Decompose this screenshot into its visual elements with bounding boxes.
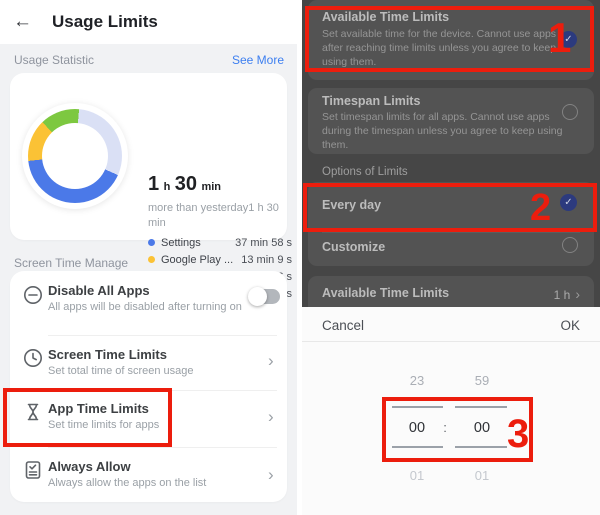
clock-icon bbox=[22, 347, 44, 369]
usage-statistic-card: 1 h 30 min more than yesterday1 h 30 min… bbox=[10, 73, 292, 300]
annotation-box-1 bbox=[305, 6, 594, 72]
back-icon[interactable]: ← bbox=[13, 11, 32, 32]
available-time-limits-row[interactable]: Available Time Limits 1 h › bbox=[308, 276, 594, 307]
chevron-right-icon: › bbox=[268, 407, 274, 426]
options-of-limits-label: Options of Limits bbox=[322, 166, 408, 178]
toggle-knob bbox=[248, 287, 267, 306]
available-time-limits-option[interactable]: Available Time Limits Set available time… bbox=[308, 0, 594, 80]
screen-time-limits-title[interactable]: Screen Time Limits bbox=[48, 347, 167, 362]
minutes-selected-value[interactable]: 00 bbox=[473, 420, 491, 436]
annotation-number-1: 1 bbox=[548, 14, 572, 61]
available-time-limits-description: Set available time for the device. Canno… bbox=[322, 28, 557, 68]
annotation-box-2 bbox=[303, 183, 597, 232]
legend-label: Settings bbox=[161, 236, 201, 249]
divider bbox=[322, 232, 580, 233]
hours-unit: h bbox=[163, 181, 171, 193]
checklist-icon bbox=[22, 459, 44, 481]
minutes-below-value[interactable]: 01 bbox=[474, 468, 490, 483]
available-time-limits-value: 1 h › bbox=[554, 286, 580, 302]
limits-dialog-panel: Available Time Limits Set available time… bbox=[302, 0, 600, 515]
timespan-limits-description: Set timespan limits for all apps. Cannot… bbox=[322, 111, 563, 151]
timespan-limits-title: Timespan Limits bbox=[322, 94, 421, 108]
available-time-limits-row-title: Available Time Limits bbox=[322, 286, 450, 300]
divider bbox=[48, 335, 277, 336]
always-allow-subtitle: Always allow the apps on the list bbox=[48, 477, 207, 489]
chevron-right-icon: › bbox=[575, 286, 580, 302]
comparison-text: more than yesterday1 h 30 min bbox=[148, 202, 279, 229]
hours-below-value[interactable]: 01 bbox=[409, 468, 425, 483]
divider bbox=[302, 341, 600, 342]
disable-all-apps-title[interactable]: Disable All Apps bbox=[48, 283, 150, 298]
radio-unselected-icon[interactable] bbox=[562, 104, 578, 120]
legend-dot bbox=[148, 256, 155, 263]
minutes-above-value[interactable]: 59 bbox=[474, 373, 490, 388]
screen-time-manage-label: Screen Time Manage bbox=[14, 256, 129, 270]
picker-line bbox=[392, 406, 443, 408]
available-time-limits-title: Available Time Limits bbox=[322, 10, 450, 24]
legend-dot bbox=[148, 239, 155, 246]
chevron-right-icon: › bbox=[268, 351, 274, 370]
annotation-number-2: 2 bbox=[530, 187, 552, 229]
check-icon: ✓ bbox=[564, 197, 573, 208]
page-header: ← Usage Limits bbox=[0, 0, 297, 44]
customize-option[interactable]: Customize bbox=[322, 240, 386, 254]
annotation-box-3 bbox=[382, 397, 533, 462]
total-usage-time: 1 h 30 min bbox=[148, 173, 221, 196]
ok-button[interactable]: OK bbox=[560, 318, 580, 333]
disable-all-apps-subtitle: All apps will be disabled after turning … bbox=[48, 301, 242, 313]
every-day-option[interactable]: Every day bbox=[322, 198, 382, 212]
total-hours: 1 bbox=[148, 173, 160, 195]
divider bbox=[48, 447, 277, 448]
usage-statistic-label: Usage Statistic bbox=[14, 53, 95, 67]
picker-line bbox=[392, 446, 443, 448]
radio-selected-icon[interactable]: ✓ bbox=[560, 194, 577, 211]
usage-limits-page: ← Usage Limits Usage Statistic See More … bbox=[0, 0, 297, 515]
chevron-right-icon: › bbox=[268, 465, 274, 484]
hourglass-icon bbox=[22, 401, 44, 423]
minutes-unit: min bbox=[201, 181, 222, 193]
legend-row: Settings 37 min 58 s bbox=[148, 234, 292, 251]
minus-circle-icon bbox=[22, 284, 44, 306]
time-picker-sheet: Cancel OK 23 59 00 : 00 01 01 3 bbox=[302, 307, 600, 515]
always-allow-title[interactable]: Always Allow bbox=[48, 459, 131, 474]
radio-selected-icon[interactable]: ✓ bbox=[560, 31, 577, 48]
total-minutes: 30 bbox=[174, 173, 198, 195]
screen-time-limits-subtitle: Set total time of screen usage bbox=[48, 365, 194, 377]
legend-value: 13 min 9 s bbox=[241, 253, 292, 266]
legend-row: Google Play ... 13 min 9 s bbox=[148, 251, 292, 268]
timespan-limits-option[interactable]: Timespan Limits Set timespan limits for … bbox=[308, 88, 594, 154]
see-more-link[interactable]: See More bbox=[231, 53, 284, 67]
picker-line bbox=[455, 406, 507, 408]
annotation-number-3: 3 bbox=[507, 412, 530, 456]
annotation-box-app-time-limits bbox=[3, 388, 172, 447]
disable-all-apps-toggle[interactable] bbox=[248, 287, 280, 306]
radio-unselected-icon[interactable] bbox=[562, 237, 578, 253]
page-title: Usage Limits bbox=[52, 12, 158, 31]
dimmed-overlay: Available Time Limits Set available time… bbox=[302, 0, 600, 307]
legend-label: Google Play ... bbox=[161, 253, 234, 266]
time-separator: : bbox=[443, 420, 447, 435]
screen-time-manage-card: Disable All Apps All apps will be disabl… bbox=[10, 271, 287, 502]
options-card: Every day ✓ Customize bbox=[308, 182, 594, 266]
value-text: 1 h bbox=[553, 288, 571, 302]
legend-value: 37 min 58 s bbox=[235, 236, 292, 249]
app-time-limits-title[interactable]: App Time Limits bbox=[48, 401, 149, 416]
check-icon: ✓ bbox=[564, 34, 573, 45]
app-time-limits-subtitle: Set time limits for apps bbox=[48, 419, 160, 431]
picker-line bbox=[455, 446, 507, 448]
cancel-button[interactable]: Cancel bbox=[322, 318, 365, 333]
donut-hole bbox=[42, 123, 108, 189]
hours-selected-value[interactable]: 00 bbox=[408, 420, 426, 436]
hours-above-value[interactable]: 23 bbox=[409, 373, 425, 388]
